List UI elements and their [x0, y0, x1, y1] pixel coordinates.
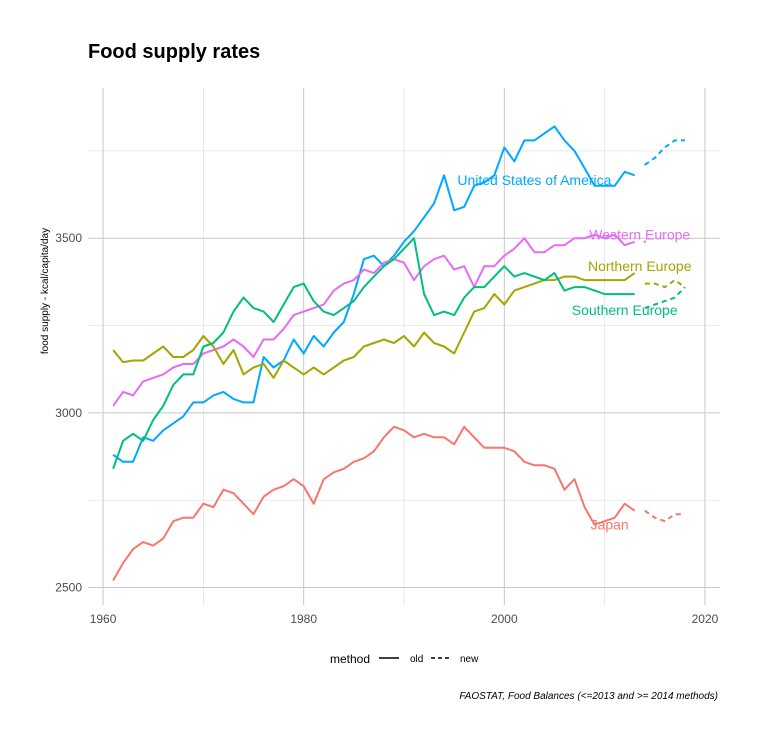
- x-tick-label: 2000: [491, 612, 518, 626]
- legend-label-new: new: [460, 654, 479, 665]
- y-tick-label: 3500: [55, 231, 82, 245]
- series-point-western-europe-new: [643, 240, 646, 243]
- series-line-southern-europe-old: [112, 237, 635, 470]
- series-line-united-states-of-america-new: [644, 139, 685, 166]
- series-lines: [112, 125, 686, 581]
- series-line-japan-new: [644, 509, 685, 523]
- axis-ticks: 1960 1980 2000 2020 2500 3000 3500: [55, 231, 718, 626]
- series-line-southern-europe-new: [644, 286, 686, 310]
- series-line-northern-europe-old: [112, 272, 636, 379]
- y-tick-label: 2500: [55, 581, 82, 595]
- x-tick-label: 2020: [692, 612, 719, 626]
- chart-title: Food supply rates: [88, 41, 260, 63]
- series-label-northern-europe: Northern Europe: [588, 258, 692, 274]
- y-axis-label: food supply - kcal/capita/day: [40, 228, 51, 354]
- x-tick-label: 1980: [290, 612, 317, 626]
- chart-caption: FAOSTAT, Food Balances (<=2013 and >= 20…: [459, 691, 718, 702]
- series-line-western-europe-old: [112, 233, 636, 407]
- series-label-western-europe: Western Europe: [589, 227, 690, 243]
- series-label-united-states-of-america: United States of America: [457, 172, 611, 188]
- series-label-southern-europe: Southern Europe: [572, 302, 678, 318]
- x-tick-label: 1960: [90, 612, 117, 626]
- legend: method old new: [330, 652, 479, 666]
- series-line-united-states-of-america-old: [112, 125, 636, 463]
- y-tick-label: 3000: [55, 406, 82, 420]
- series-labels: United States of America Western Europe No…: [457, 172, 691, 533]
- series-line-northern-europe-new: [644, 278, 686, 289]
- legend-label-old: old: [410, 654, 423, 665]
- legend-title: method: [330, 652, 370, 666]
- series-label-japan: Japan: [591, 517, 629, 533]
- grid: [88, 88, 720, 605]
- series-line-japan-old: [112, 425, 636, 581]
